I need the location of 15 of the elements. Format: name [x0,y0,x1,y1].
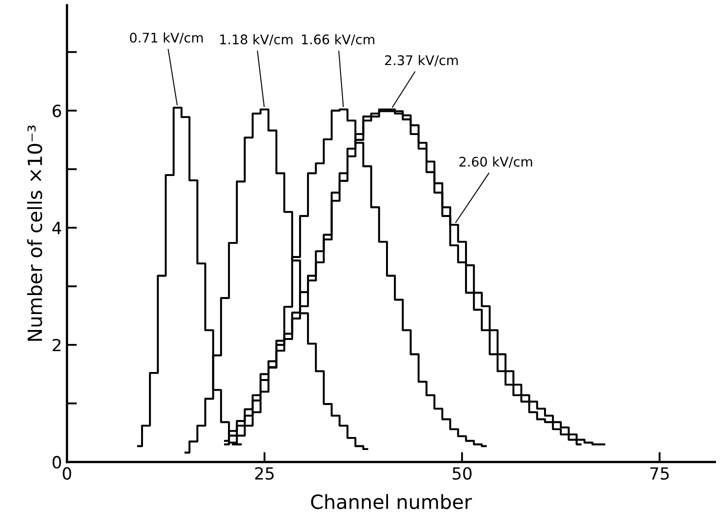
y-tick-label: 2 [52,338,60,352]
text: 1.66 kV/cm [302,34,374,46]
text: 2.37 kV/cm [385,55,458,66]
x-tick-label: 25 [255,467,274,480]
x-tick-label: 50 [452,467,472,480]
y-axis-title: Number of cells ×10⁻³ [27,126,42,341]
series-label: 2.60 kV/cm [459,156,532,168]
text: 1.18 kV/cm [220,34,292,46]
y-tick-label: 0 [52,456,62,469]
text: 0.71 kV/cm [130,32,203,44]
x-tick-label: 0 [62,467,72,480]
x-tick-label: 75 [650,467,669,480]
y-tick-label: 6 [52,104,62,118]
x-axis-title: Channel number [311,494,472,510]
y-tick-label: 4 [52,222,62,234]
